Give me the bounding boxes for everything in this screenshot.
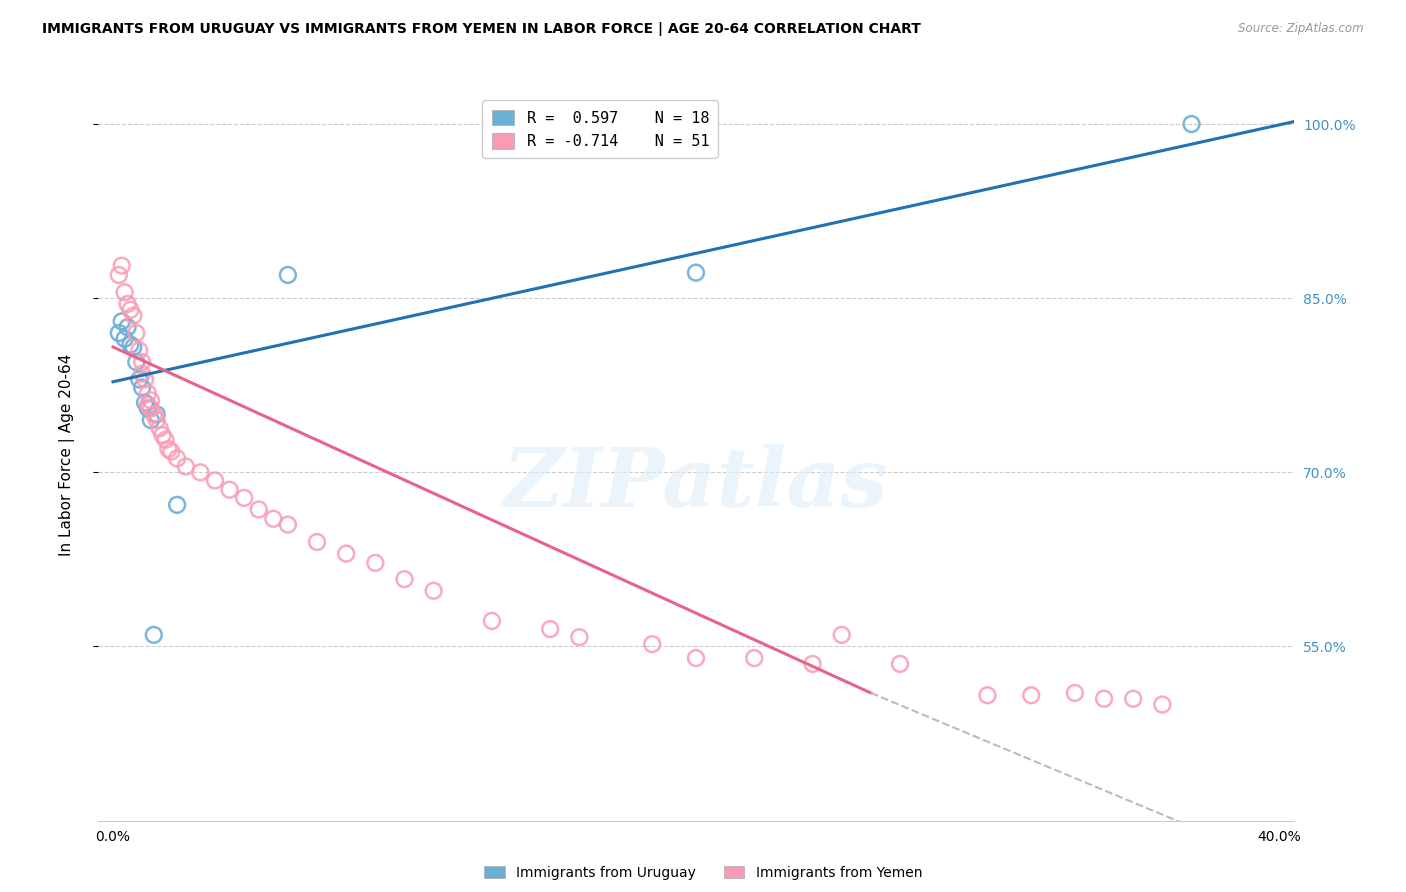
Point: [128, 343, 150, 358]
Point: [160, 444, 183, 458]
Point: [117, 297, 139, 311]
Point: [305, 535, 328, 549]
Text: Source: ZipAtlas.com: Source: ZipAtlas.com: [1239, 22, 1364, 36]
Point: [641, 637, 664, 651]
Point: [131, 355, 153, 369]
Point: [685, 651, 707, 665]
Point: [204, 474, 226, 488]
Point: [1064, 686, 1087, 700]
Point: [131, 381, 153, 395]
Point: [262, 512, 284, 526]
Point: [114, 332, 136, 346]
Point: [142, 628, 165, 642]
Point: [155, 433, 177, 447]
Point: [114, 285, 136, 300]
Point: [1180, 117, 1202, 131]
Point: [1122, 691, 1144, 706]
Point: [889, 657, 911, 671]
Point: [831, 628, 853, 642]
Point: [394, 572, 416, 586]
Point: [157, 442, 180, 456]
Point: [108, 326, 131, 340]
Point: [120, 302, 142, 317]
Point: [481, 614, 503, 628]
Text: IMMIGRANTS FROM URUGUAY VS IMMIGRANTS FROM YEMEN IN LABOR FORCE | AGE 20-64 CORR: IMMIGRANTS FROM URUGUAY VS IMMIGRANTS FR…: [42, 22, 921, 37]
Legend: R =  0.597    N = 18, R = -0.714    N = 51: R = 0.597 N = 18, R = -0.714 N = 51: [482, 101, 718, 159]
Point: [145, 407, 167, 421]
Point: [742, 651, 765, 665]
Point: [1092, 691, 1115, 706]
Point: [134, 395, 156, 409]
Point: [111, 314, 134, 328]
Point: [128, 372, 150, 386]
Point: [149, 421, 172, 435]
Point: [1152, 698, 1174, 712]
Point: [247, 502, 270, 516]
Legend: Immigrants from Uruguay, Immigrants from Yemen: Immigrants from Uruguay, Immigrants from…: [478, 860, 928, 885]
Y-axis label: In Labor Force | Age 20-64: In Labor Force | Age 20-64: [59, 354, 75, 556]
Point: [277, 517, 299, 532]
Point: [422, 583, 444, 598]
Point: [166, 498, 188, 512]
Point: [136, 386, 159, 401]
Point: [108, 268, 131, 282]
Point: [218, 483, 240, 497]
Point: [335, 547, 357, 561]
Point: [568, 630, 591, 644]
Point: [134, 372, 156, 386]
Point: [685, 266, 707, 280]
Point: [364, 556, 387, 570]
Point: [1019, 688, 1042, 702]
Point: [538, 622, 561, 636]
Point: [139, 393, 162, 408]
Point: [145, 413, 167, 427]
Point: [122, 309, 145, 323]
Point: [139, 413, 162, 427]
Point: [125, 355, 148, 369]
Point: [131, 367, 153, 381]
Point: [136, 401, 159, 416]
Point: [139, 401, 162, 416]
Point: [152, 428, 174, 442]
Point: [120, 337, 142, 351]
Point: [136, 398, 159, 412]
Point: [122, 340, 145, 354]
Point: [801, 657, 824, 671]
Point: [117, 320, 139, 334]
Point: [166, 451, 188, 466]
Point: [233, 491, 256, 505]
Point: [277, 268, 299, 282]
Point: [142, 407, 165, 421]
Point: [190, 466, 212, 480]
Point: [174, 459, 197, 474]
Point: [125, 326, 148, 340]
Point: [976, 688, 998, 702]
Text: ZIPatlas: ZIPatlas: [503, 444, 889, 524]
Point: [111, 259, 134, 273]
